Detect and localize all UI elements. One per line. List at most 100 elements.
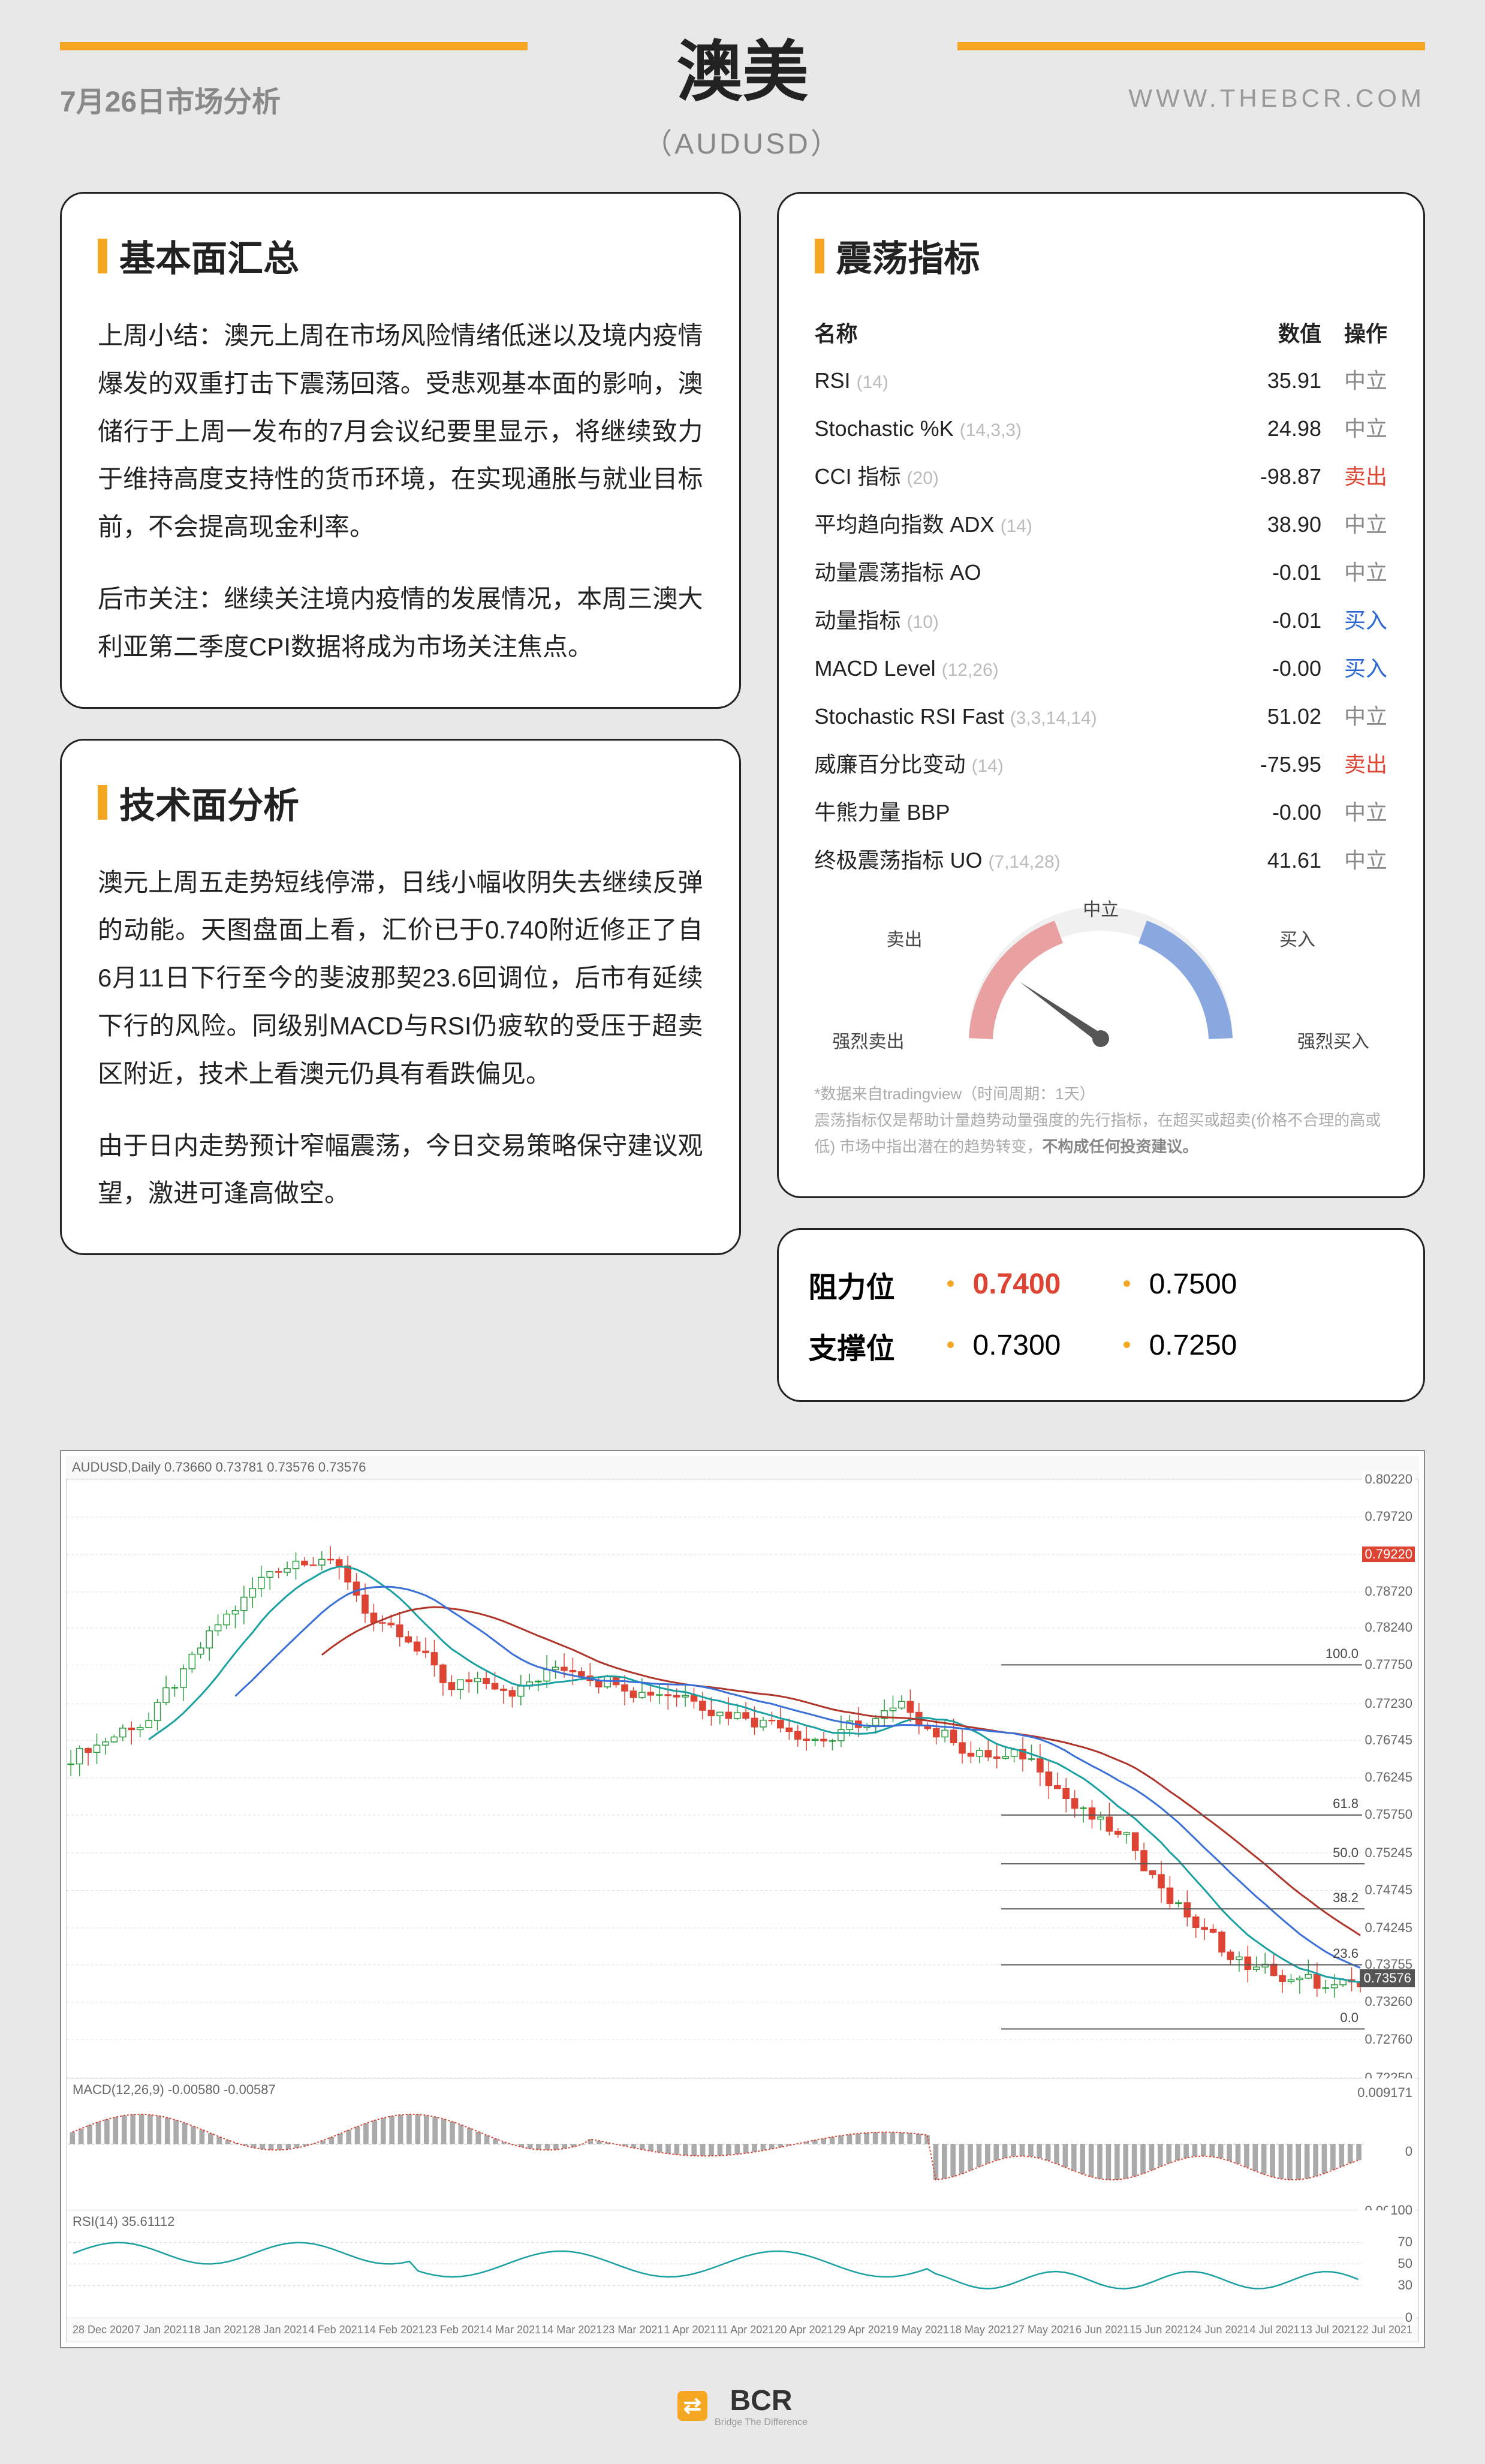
fundamentals-title: 基本面汇总 (98, 230, 703, 282)
indicator-row: 牛熊力量 BBP-0.00中立 (815, 787, 1387, 835)
y-tick: 0.77230 (1362, 1696, 1415, 1711)
x-tick: 14 Mar 2021 (541, 2324, 602, 2336)
brand-name: BCR (730, 2385, 793, 2417)
chart-header: AUDUSD,Daily 0.73660 0.73781 0.73576 0.7… (66, 1456, 1419, 1479)
y-tick: 0.72760 (1362, 2032, 1415, 2047)
x-tick: 9 May 2021 (893, 2324, 949, 2336)
x-tick: 14 Feb 2021 (364, 2324, 424, 2336)
support-label: 支撑位 (809, 1325, 929, 1367)
fib-label: 0.0 (1340, 2010, 1359, 2026)
x-tick: 18 Jan 2021 (188, 2324, 248, 2336)
gauge-buy: 买入 (1279, 925, 1315, 951)
y-tick: 0.73260 (1362, 1994, 1415, 2009)
y-tick: 0.78240 (1362, 1620, 1415, 1635)
gauge-note: *数据来自tradingview（时间周期：1天） 震荡指标仅是帮助计量趋势动量… (815, 1081, 1387, 1160)
x-tick: 28 Dec 2020 (73, 2324, 134, 2336)
x-tick: 15 Jun 2021 (1129, 2324, 1189, 2336)
y-tick: 0.80220 (1362, 1472, 1415, 1487)
gauge-strong-sell: 强烈卖出 (833, 1027, 905, 1053)
indicator-row: 动量指标(10)-0.01买入 (815, 595, 1387, 643)
gauge-sell: 卖出 (887, 925, 923, 951)
oscillators-card: 震荡指标 名称 数值 操作 RSI(14)35.91中立Stochastic %… (777, 192, 1425, 1198)
indicator-row: Stochastic %K(14,3,3)24.98中立 (815, 403, 1387, 451)
gauge-strong-buy: 强烈买入 (1297, 1027, 1369, 1053)
chart-section: AUDUSD,Daily 0.73660 0.73781 0.73576 0.7… (60, 1450, 1425, 2348)
y-tick: 0.76245 (1362, 1770, 1415, 1785)
fib-label: 61.8 (1333, 1796, 1359, 1812)
chart-xaxis: 28 Dec 20207 Jan 202118 Jan 202128 Jan 2… (66, 2318, 1419, 2342)
footer: ⇄ BCR Bridge The Difference (0, 2348, 1485, 2464)
page-subtitle: （AUDUSD） (60, 120, 1425, 162)
gauge-neutral: 中立 (1083, 895, 1119, 921)
header-url: WWW.THEBCR.COM (1128, 84, 1425, 113)
x-tick: 1 Apr 2021 (664, 2324, 716, 2336)
levels-card: 阻力位 • 0.7400 • 0.7500 支撑位 • 0.7300 • 0.7… (777, 1228, 1425, 1402)
gauge: 中立 卖出 买入 强烈卖出 强烈买入 (815, 901, 1387, 1069)
rsi-label: RSI(14) 35.61112 (73, 2214, 174, 2230)
indicator-row: Stochastic RSI Fast(3,3,14,14)51.02中立 (815, 691, 1387, 739)
y-tick: 0.78720 (1362, 1584, 1415, 1599)
resistance-1: 0.7400 (973, 1268, 1105, 1301)
x-tick: 18 May 2021 (950, 2324, 1012, 2336)
resistance-label: 阻力位 (809, 1263, 929, 1305)
x-tick: 13 Jul 2021 (1300, 2324, 1356, 2336)
x-tick: 29 Apr 2021 (834, 2324, 892, 2336)
header-date: 7月26日市场分析 (60, 78, 281, 120)
y-tick: 0.74245 (1362, 1920, 1415, 1936)
fundamentals-card: 基本面汇总 上周小结：澳元上周在市场风险情绪低迷以及境内疫情爆发的双重打击下震荡… (60, 192, 741, 709)
support-1: 0.7300 (973, 1329, 1105, 1362)
fib-label: 50.0 (1333, 1845, 1359, 1860)
indicator-row: 动量震荡指标 AO-0.01中立 (815, 547, 1387, 595)
x-tick: 4 Mar 2021 (486, 2324, 541, 2336)
oscillators-title: 震荡指标 (815, 230, 1387, 282)
technical-card: 技术面分析 澳元上周五走势短线停滞，日线小幅收阴失去继续反弹的动能。天图盘面上看… (60, 739, 741, 1256)
x-tick: 23 Mar 2021 (603, 2324, 663, 2336)
y-tick: 0.79720 (1362, 1509, 1415, 1524)
fib-label: 23.6 (1333, 1946, 1359, 1961)
resistance-2: 0.7500 (1149, 1268, 1281, 1301)
price-marker: 0.73576 (1360, 1969, 1415, 1987)
y-tick: 0.76745 (1362, 1732, 1415, 1748)
dot-icon: • (947, 1332, 955, 1359)
fib-label: 38.2 (1333, 1890, 1359, 1906)
x-tick: 4 Feb 2021 (309, 2324, 363, 2336)
y-tick: 0.75750 (1362, 1807, 1415, 1822)
y-tick: 0.74745 (1362, 1882, 1415, 1898)
macd-label: MACD(12,26,9) -0.00580 -0.00587 (73, 2082, 276, 2098)
x-tick: 6 Jun 2021 (1076, 2324, 1129, 2336)
indicator-row: MACD Level(12,26)-0.00买入 (815, 643, 1387, 691)
header: 7月26日市场分析 WWW.THEBCR.COM 澳美 （AUDUSD） (0, 0, 1485, 168)
fundamentals-p2: 后市关注：继续关注境内疫情的发展情况，本周三澳大利亚第二季度CPI数据将成为市场… (98, 575, 703, 671)
brand-icon: ⇄ (677, 2391, 707, 2421)
fib-label: 100.0 (1326, 1646, 1359, 1662)
rsi-panel: RSI(14) 35.61112 1007050300 (66, 2210, 1419, 2318)
technical-p2: 由于日内走势预计窄幅震荡，今日交易策略保守建议观望，激进可逢高做空。 (98, 1122, 703, 1218)
indicator-row: 终极震荡指标 UO(7,14,28)41.61中立 (815, 835, 1387, 883)
x-tick: 24 Jun 2021 (1189, 2324, 1249, 2336)
brand-tagline: Bridge The Difference (715, 2417, 808, 2428)
col-action: 操作 (1321, 317, 1387, 348)
indicator-row: RSI(14)35.91中立 (815, 355, 1387, 403)
support-2: 0.7250 (1149, 1329, 1281, 1362)
price-chart: 0.802200.797200.792200.787200.782400.777… (66, 1479, 1419, 2078)
technical-title: 技术面分析 (98, 777, 703, 829)
x-tick: 20 Apr 2021 (775, 2324, 833, 2336)
x-tick: 11 Apr 2021 (717, 2324, 775, 2336)
indicator-row: 威廉百分比变动(14)-75.95卖出 (815, 739, 1387, 787)
indicator-table: 名称 数值 操作 RSI(14)35.91中立Stochastic %K(14,… (815, 312, 1387, 883)
y-tick: 0.75245 (1362, 1845, 1415, 1861)
indicator-row: 平均趋向指数 ADX(14)38.90中立 (815, 499, 1387, 547)
indicator-row: CCI 指标(20)-98.87卖出 (815, 451, 1387, 499)
x-tick: 23 Feb 2021 (425, 2324, 486, 2336)
dot-icon: • (1123, 1271, 1131, 1298)
x-tick: 22 Jul 2021 (1357, 2324, 1412, 2336)
fundamentals-p1: 上周小结：澳元上周在市场风险情绪低迷以及境内疫情爆发的双重打击下震荡回落。受悲观… (98, 312, 703, 551)
dot-icon: • (1123, 1332, 1131, 1359)
technical-p1: 澳元上周五走势短线停滞，日线小幅收阴失去继续反弹的动能。天图盘面上看，汇价已于0… (98, 859, 703, 1098)
x-tick: 4 Jul 2021 (1250, 2324, 1300, 2336)
dot-icon: • (947, 1271, 955, 1298)
accent-bar-right (957, 42, 1425, 50)
red-marker: 0.79220 (1362, 1547, 1415, 1562)
x-tick: 27 May 2021 (1013, 2324, 1075, 2336)
macd-panel: MACD(12,26,9) -0.00580 -0.00587 0.009171… (66, 2078, 1419, 2210)
